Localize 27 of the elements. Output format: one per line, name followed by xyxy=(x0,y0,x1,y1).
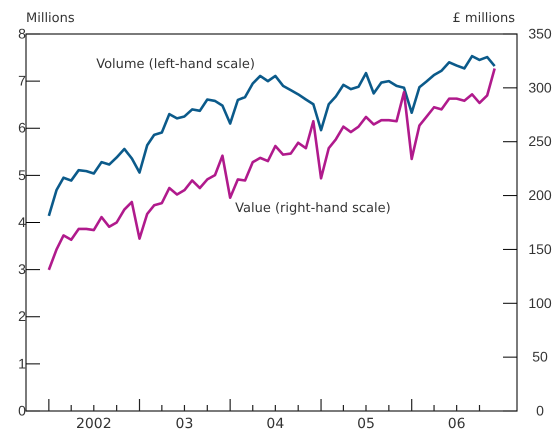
y-tick-label: 7 xyxy=(18,72,26,89)
y2-tick-label: 0 xyxy=(536,402,544,418)
x-tick-label: 06 xyxy=(448,416,466,432)
y-tick-label: 5 xyxy=(18,166,26,183)
line-series xyxy=(48,54,496,218)
x-tick-label: 05 xyxy=(357,416,375,432)
y-tick-label: 4 xyxy=(18,214,26,230)
y-tick-label: 1 xyxy=(18,355,26,372)
x-tick-label: 2002 xyxy=(76,416,112,432)
x-tick-label: 03 xyxy=(176,416,194,432)
y-tick-label: 0 xyxy=(18,402,26,418)
y2-tick-label: 350 xyxy=(528,25,552,42)
y-tick-label: 8 xyxy=(18,25,26,42)
y-tick-label: 2 xyxy=(18,308,26,324)
series-label: Volume (left-hand scale) xyxy=(96,57,255,72)
series-label: Value (right-hand scale) xyxy=(235,201,391,216)
y2-tick-label: 250 xyxy=(528,133,552,150)
y2-tick-label: 50 xyxy=(532,348,548,365)
y-tick-label: 3 xyxy=(18,261,26,278)
y2-tick-label: 300 xyxy=(528,79,552,96)
x-tick-label: 04 xyxy=(266,416,284,432)
y2-tick-label: 100 xyxy=(528,294,552,311)
y-axis-title: Millions xyxy=(26,11,75,26)
y2-tick-label: 200 xyxy=(528,187,552,204)
y2-axis-title: £ millions xyxy=(452,11,516,26)
y2-tick-label: 150 xyxy=(528,240,552,257)
y-tick-label: 6 xyxy=(18,120,26,136)
